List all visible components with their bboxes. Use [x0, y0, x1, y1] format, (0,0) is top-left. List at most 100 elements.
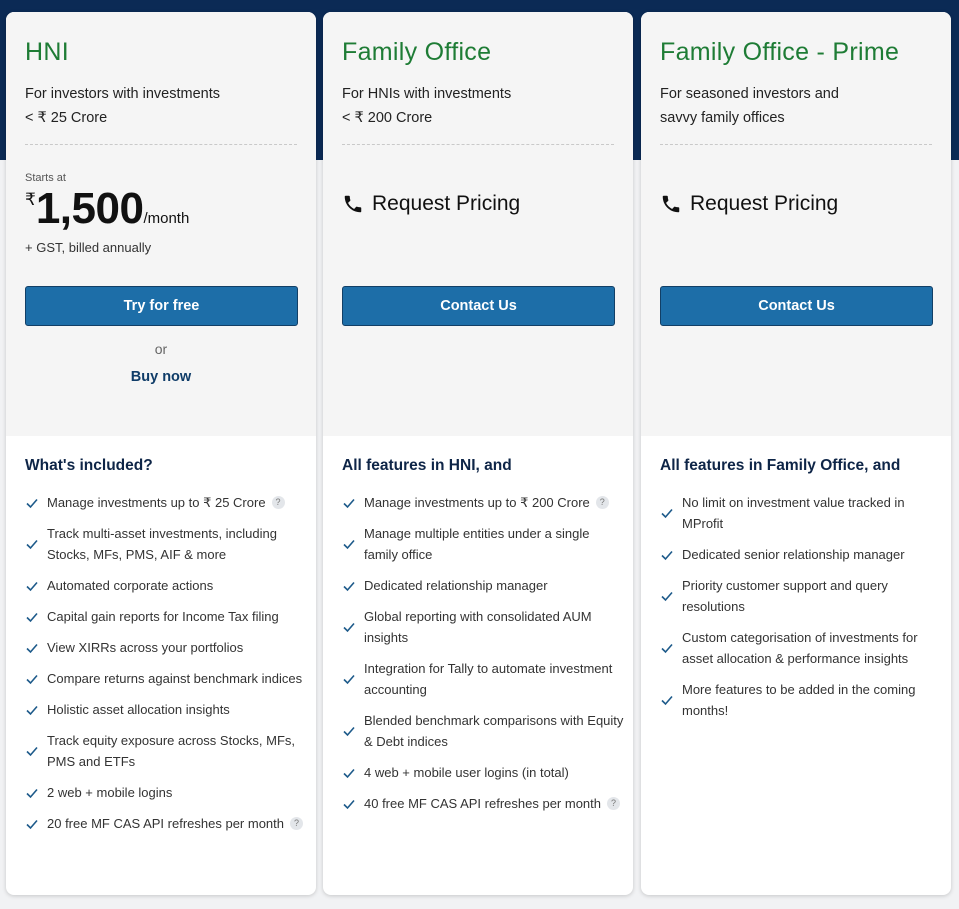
- check-icon: [343, 498, 355, 508]
- feature-text: Dedicated senior relationship manager: [682, 544, 945, 565]
- feature-label: 2 web + mobile logins: [47, 785, 173, 800]
- feature-list: No limit on investment value tracked in …: [660, 492, 945, 731]
- check-icon: [343, 726, 355, 737]
- feature-text: Capital gain reports for Income Tax fili…: [47, 606, 310, 627]
- gst-note: + GST, billed annually: [25, 240, 152, 255]
- price-period: /month: [143, 210, 190, 227]
- plan-name: HNI: [25, 38, 69, 66]
- plan-description: For investors with investments < ₹ 25 Cr…: [25, 82, 300, 130]
- divider: [660, 144, 932, 145]
- feature-item: No limit on investment value tracked in …: [660, 492, 945, 534]
- feature-label: Compare returns against benchmark indice…: [47, 671, 303, 686]
- feature-list: Manage investments up to ₹ 200 Crore? Man…: [342, 492, 627, 824]
- help-icon[interactable]: ?: [271, 496, 285, 510]
- help-icon[interactable]: ?: [595, 496, 609, 510]
- check-icon: [343, 674, 355, 685]
- feature-item: 20 free MF CAS API refreshes per month?: [25, 813, 310, 834]
- check-icon: [26, 581, 38, 591]
- plan-card-header: [323, 12, 633, 436]
- request-pricing: Request Pricing: [660, 192, 838, 216]
- plan-description: For seasoned investors and savvy family …: [660, 82, 935, 130]
- feature-label: 4 web + mobile user logins (in total): [364, 765, 569, 780]
- plan-name: Family Office: [342, 38, 492, 66]
- divider: [25, 144, 297, 145]
- feature-text: Priority customer support and query reso…: [682, 575, 945, 617]
- feature-item: Custom categorisation of investments for…: [660, 627, 945, 669]
- check-icon: [26, 705, 38, 715]
- check-icon: [661, 508, 673, 519]
- divider: [342, 144, 614, 145]
- plan-description-line: < ₹ 200 Crore: [342, 110, 433, 126]
- feature-text: 20 free MF CAS API refreshes per month?: [47, 813, 310, 834]
- feature-label: Priority customer support and query reso…: [682, 578, 888, 614]
- price: ₹1,500/month: [25, 184, 189, 234]
- currency-symbol: ₹: [25, 190, 36, 209]
- feature-item: 4 web + mobile user logins (in total): [342, 762, 627, 783]
- feature-text: Track equity exposure across Stocks, MFs…: [47, 730, 310, 772]
- plan-card-hni: HNI For investors with investments < ₹ 2…: [6, 12, 316, 895]
- check-icon: [26, 788, 38, 798]
- check-icon: [26, 819, 38, 829]
- features-heading: All features in HNI, and: [342, 457, 512, 474]
- check-icon: [661, 643, 673, 654]
- plan-name: Family Office - Prime: [660, 38, 900, 66]
- plan-description-line: savvy family offices: [660, 110, 785, 126]
- feature-label: Dedicated senior relationship manager: [682, 547, 905, 562]
- plan-description-line: For investors with investments: [25, 86, 221, 102]
- feature-text: Manage multiple entities under a single …: [364, 523, 627, 565]
- feature-label: Capital gain reports for Income Tax fili…: [47, 609, 279, 624]
- feature-item: Dedicated relationship manager: [342, 575, 627, 596]
- phone-icon: [344, 195, 362, 213]
- feature-text: 40 free MF CAS API refreshes per month?: [364, 793, 627, 814]
- plan-description-line: For HNIs with investments: [342, 86, 512, 102]
- feature-item: View XIRRs across your portfolios: [25, 637, 310, 658]
- feature-label: Custom categorisation of investments for…: [682, 630, 918, 666]
- feature-label: Global reporting with consolidated AUM i…: [364, 609, 592, 645]
- starts-at-label: Starts at: [25, 172, 66, 184]
- check-icon: [26, 643, 38, 653]
- feature-label: More features to be added in the coming …: [682, 682, 916, 718]
- feature-item: Manage multiple entities under a single …: [342, 523, 627, 565]
- feature-label: Manage multiple entities under a single …: [364, 526, 590, 562]
- feature-item: Integration for Tally to automate invest…: [342, 658, 627, 700]
- features-heading: All features in Family Office, and: [660, 457, 901, 474]
- check-icon: [661, 695, 673, 706]
- check-icon: [343, 581, 355, 591]
- feature-item: 2 web + mobile logins: [25, 782, 310, 803]
- feature-label: Holistic asset allocation insights: [47, 702, 230, 717]
- feature-item: Track multi-asset investments, including…: [25, 523, 310, 565]
- feature-text: Track multi-asset investments, including…: [47, 523, 310, 565]
- feature-item: Blended benchmark comparisons with Equit…: [342, 710, 627, 752]
- feature-text: No limit on investment value tracked in …: [682, 492, 945, 534]
- feature-text: Automated corporate actions: [47, 575, 310, 596]
- feature-text: Global reporting with consolidated AUM i…: [364, 606, 627, 648]
- feature-item: Manage investments up to ₹ 25 Crore?: [25, 492, 310, 513]
- feature-item: Automated corporate actions: [25, 575, 310, 596]
- feature-label: Manage investments up to ₹ 200 Crore: [364, 495, 590, 510]
- contact-us-button[interactable]: Contact Us: [660, 286, 933, 326]
- buy-now-link[interactable]: Buy now: [130, 369, 192, 385]
- feature-label: No limit on investment value tracked in …: [682, 495, 905, 531]
- feature-item: Dedicated senior relationship manager: [660, 544, 945, 565]
- plan-description-line: For seasoned investors and: [660, 86, 839, 102]
- feature-label: 40 free MF CAS API refreshes per month: [364, 796, 601, 811]
- check-icon: [26, 498, 38, 508]
- phone-icon: [662, 195, 680, 213]
- feature-label: Track multi-asset investments, including…: [47, 526, 277, 562]
- help-icon[interactable]: ?: [290, 817, 303, 831]
- check-icon: [26, 612, 38, 622]
- feature-text: Integration for Tally to automate invest…: [364, 658, 627, 700]
- feature-text: Manage investments up to ₹ 200 Crore?: [364, 492, 627, 513]
- help-icon[interactable]: ?: [607, 797, 620, 811]
- request-pricing: Request Pricing: [342, 192, 520, 216]
- feature-item: Priority customer support and query reso…: [660, 575, 945, 617]
- check-icon: [661, 550, 673, 560]
- try-for-free-button[interactable]: Try for free: [25, 286, 298, 326]
- request-pricing-label: Request Pricing: [372, 192, 521, 215]
- feature-list: Manage investments up to ₹ 25 Crore? Trac…: [25, 492, 310, 844]
- feature-item: Global reporting with consolidated AUM i…: [342, 606, 627, 648]
- contact-us-button[interactable]: Contact Us: [342, 286, 615, 326]
- feature-label: Dedicated relationship manager: [364, 578, 548, 593]
- plan-card-header: [641, 12, 951, 436]
- plan-card-header: [6, 12, 316, 436]
